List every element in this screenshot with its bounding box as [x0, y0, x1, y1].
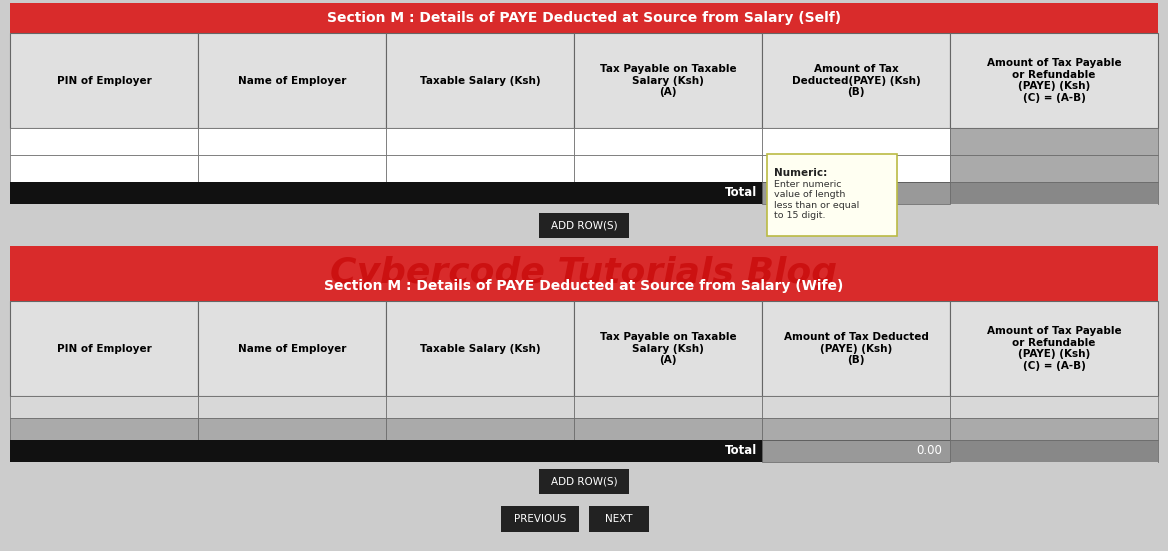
Bar: [589, 506, 649, 532]
Bar: [387, 301, 573, 396]
Bar: [11, 440, 950, 462]
Bar: [573, 128, 762, 155]
Bar: [11, 204, 1157, 246]
Text: ADD ROW(S): ADD ROW(S): [550, 220, 618, 230]
Text: Taxable Salary (Ksh): Taxable Salary (Ksh): [419, 343, 541, 354]
Bar: [573, 33, 762, 128]
Text: Amount of Tax
Deducted(PAYE) (Ksh)
(B): Amount of Tax Deducted(PAYE) (Ksh) (B): [792, 64, 920, 97]
Text: ADD ROW(S): ADD ROW(S): [550, 476, 618, 486]
Bar: [199, 128, 387, 155]
Bar: [11, 538, 1157, 548]
Bar: [387, 128, 573, 155]
Bar: [11, 155, 199, 182]
Text: Name of Employer: Name of Employer: [238, 75, 346, 85]
Bar: [950, 440, 1157, 462]
Bar: [387, 418, 573, 440]
Text: Amount of Tax Payable
or Refundable
(PAYE) (Ksh)
(C) = (A-B): Amount of Tax Payable or Refundable (PAY…: [987, 326, 1121, 371]
Bar: [950, 182, 1157, 204]
Bar: [387, 155, 573, 182]
Bar: [11, 500, 1157, 538]
Bar: [762, 155, 950, 182]
Bar: [767, 154, 897, 236]
Text: Name of Employer: Name of Employer: [238, 343, 346, 354]
Bar: [950, 418, 1157, 440]
Bar: [762, 301, 950, 396]
Text: NEXT: NEXT: [605, 514, 633, 524]
Bar: [501, 506, 579, 532]
Bar: [762, 440, 950, 462]
Bar: [199, 396, 387, 418]
Bar: [11, 182, 950, 204]
Bar: [762, 396, 950, 418]
Text: Amount of Tax Deducted
(PAYE) (Ksh)
(B): Amount of Tax Deducted (PAYE) (Ksh) (B): [784, 332, 929, 365]
Bar: [950, 301, 1157, 396]
Bar: [199, 155, 387, 182]
Bar: [538, 468, 630, 494]
Text: Enter numeric
value of length
less than or equal
to 15 digit.: Enter numeric value of length less than …: [774, 180, 860, 220]
Bar: [11, 246, 1157, 301]
Text: Section M : Details of PAYE Deducted at Source from Salary (Wife): Section M : Details of PAYE Deducted at …: [325, 279, 843, 293]
Bar: [387, 396, 573, 418]
Bar: [573, 396, 762, 418]
Bar: [762, 182, 950, 204]
Bar: [573, 418, 762, 440]
Bar: [950, 33, 1157, 128]
Bar: [199, 33, 387, 128]
Text: Cybercode Tutorials Blog: Cybercode Tutorials Blog: [331, 257, 837, 290]
Text: 0.00: 0.00: [916, 445, 943, 457]
Bar: [573, 155, 762, 182]
Bar: [538, 213, 630, 237]
Text: PIN of Employer: PIN of Employer: [56, 343, 152, 354]
Text: Numeric:: Numeric:: [774, 168, 827, 178]
Bar: [11, 462, 1157, 500]
Bar: [11, 301, 199, 396]
Text: Section M : Details of PAYE Deducted at Source from Salary (Self): Section M : Details of PAYE Deducted at …: [327, 11, 841, 25]
Bar: [762, 418, 950, 440]
Text: Amount of Tax Payable
or Refundable
(PAYE) (Ksh)
(C) = (A-B): Amount of Tax Payable or Refundable (PAY…: [987, 58, 1121, 103]
Text: PIN of Employer: PIN of Employer: [56, 75, 152, 85]
Text: Total: Total: [725, 186, 757, 199]
Bar: [573, 301, 762, 396]
Text: Total: Total: [725, 445, 757, 457]
Text: PREVIOUS: PREVIOUS: [514, 514, 566, 524]
Bar: [387, 33, 573, 128]
Bar: [11, 396, 199, 418]
Bar: [199, 418, 387, 440]
Bar: [11, 418, 199, 440]
Bar: [950, 396, 1157, 418]
Bar: [950, 155, 1157, 182]
Bar: [11, 3, 1157, 33]
Bar: [762, 33, 950, 128]
Bar: [11, 33, 199, 128]
Bar: [199, 301, 387, 396]
Text: Tax Payable on Taxable
Salary (Ksh)
(A): Tax Payable on Taxable Salary (Ksh) (A): [599, 332, 736, 365]
Text: Tax Payable on Taxable
Salary (Ksh)
(A): Tax Payable on Taxable Salary (Ksh) (A): [599, 64, 736, 97]
Text: Taxable Salary (Ksh): Taxable Salary (Ksh): [419, 75, 541, 85]
Bar: [11, 128, 199, 155]
Bar: [762, 128, 950, 155]
Bar: [950, 128, 1157, 155]
